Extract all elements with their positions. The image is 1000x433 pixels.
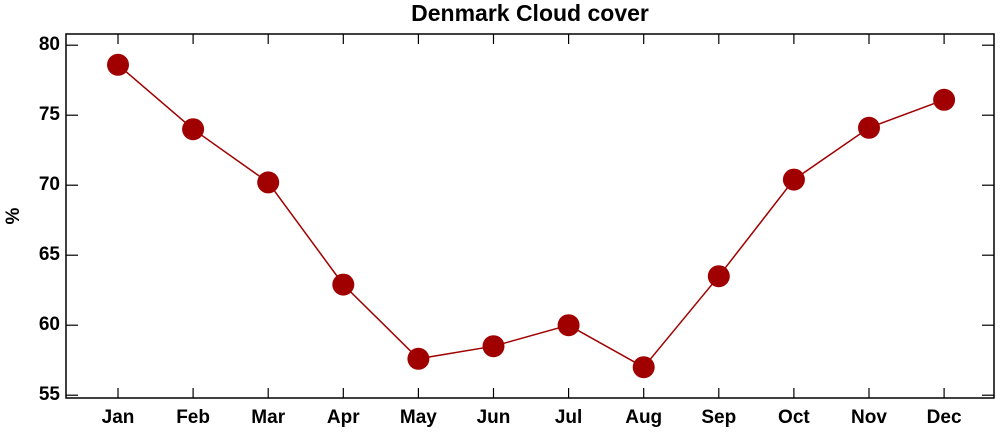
marker xyxy=(782,168,805,191)
chart-title: Denmark Cloud cover xyxy=(411,0,649,26)
x-tick-label: Sep xyxy=(701,407,736,428)
y-tick-label: 80 xyxy=(39,34,60,55)
y-tick-label: 55 xyxy=(39,384,61,405)
x-tick-label: May xyxy=(400,407,437,428)
x-tick-label: Nov xyxy=(851,407,887,428)
x-tick-label: Apr xyxy=(327,407,360,428)
marker xyxy=(933,88,956,111)
x-tick-label: Jan xyxy=(102,407,135,428)
marker xyxy=(557,314,580,337)
x-tick-label: Jun xyxy=(477,407,511,428)
y-tick-label: 70 xyxy=(39,174,60,195)
x-tick-label: Mar xyxy=(251,407,285,428)
marker xyxy=(632,356,655,379)
marker xyxy=(482,335,505,358)
x-tick-label: Feb xyxy=(176,407,210,428)
marker xyxy=(257,171,280,194)
x-tick-label: Dec xyxy=(927,407,962,428)
line xyxy=(117,64,945,369)
y-axis-label: % xyxy=(3,207,24,224)
marker xyxy=(407,347,430,370)
x-tick-label: Oct xyxy=(778,407,810,428)
marker xyxy=(332,273,355,296)
y-tick-label: 60 xyxy=(39,314,60,335)
y-tick-label: 65 xyxy=(39,244,61,265)
plot-frame xyxy=(65,33,995,399)
x-tick-label: Aug xyxy=(625,407,662,428)
marker xyxy=(858,116,880,139)
marker xyxy=(707,265,730,288)
marker xyxy=(182,118,205,141)
marker xyxy=(107,53,129,76)
x-tick-label: Jul xyxy=(555,407,582,428)
y-tick-label: 75 xyxy=(39,104,61,125)
